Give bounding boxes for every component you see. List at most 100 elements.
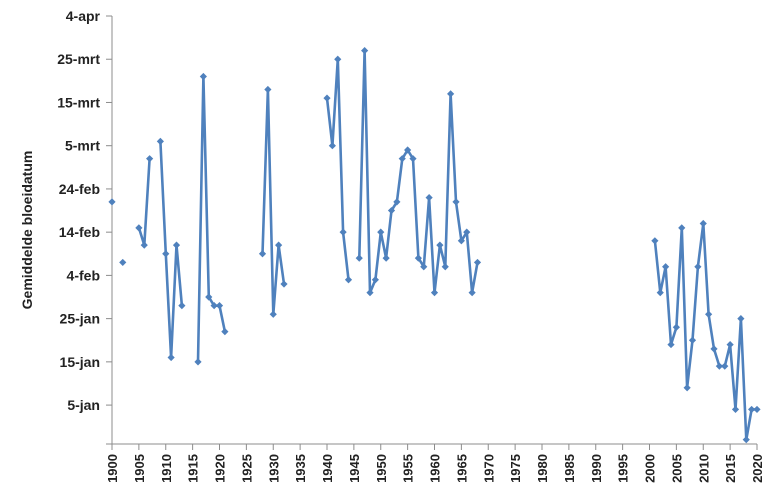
y-axis-tick-labels: 5-jan 15-jan 25-jan 4-feb 14-feb 24-feb 5-mrt 1… xyxy=(57,8,100,413)
data-point xyxy=(393,198,401,206)
data-point xyxy=(457,237,465,245)
data-point xyxy=(382,254,390,262)
x-tick-label: 1935 xyxy=(293,454,308,483)
y-tick-label: 24-feb xyxy=(59,181,100,197)
y-tick-label: 4-feb xyxy=(67,267,100,283)
data-point xyxy=(404,146,412,154)
y-tick-label: 25-jan xyxy=(60,311,100,327)
data-point xyxy=(715,362,723,370)
data-point xyxy=(194,358,202,366)
data-point xyxy=(425,193,433,202)
data-point xyxy=(264,85,272,94)
data-point xyxy=(344,276,353,284)
data-point xyxy=(377,228,385,236)
data-point xyxy=(463,228,471,236)
data-point xyxy=(167,353,175,362)
x-tick-label: 2005 xyxy=(669,454,684,483)
data-point xyxy=(414,254,422,262)
x-tick-label: 1925 xyxy=(239,454,254,483)
data-point xyxy=(699,219,707,228)
data-point xyxy=(387,206,396,215)
y-axis-label: Gemiddelde bloeidatum xyxy=(19,151,35,310)
x-tick-label: 1960 xyxy=(428,454,443,483)
x-tick-label: 1955 xyxy=(401,454,416,483)
series-line xyxy=(137,158,151,247)
y-tick-label: 5-jan xyxy=(67,397,100,413)
data-point xyxy=(468,289,476,297)
data-point xyxy=(280,280,288,288)
data-point xyxy=(275,241,283,249)
data-point xyxy=(447,90,455,98)
data-point xyxy=(323,94,331,102)
data-point xyxy=(210,302,218,310)
data-point xyxy=(748,405,756,414)
data-point xyxy=(371,276,379,284)
data-point xyxy=(355,254,363,262)
x-tick-label: 1980 xyxy=(535,454,550,483)
x-tick-label: 1945 xyxy=(347,454,362,483)
data-point xyxy=(162,250,170,258)
data-point xyxy=(721,362,729,370)
data-point xyxy=(205,293,213,301)
data-point xyxy=(409,155,417,163)
data-point xyxy=(135,224,143,232)
data-point xyxy=(683,384,691,392)
y-tick-label: 15-jan xyxy=(60,354,100,370)
data-point xyxy=(258,250,267,258)
series-line xyxy=(325,57,350,280)
data-point xyxy=(731,405,740,414)
x-tick-label: 1965 xyxy=(454,454,469,483)
data-point xyxy=(108,198,116,206)
x-tick-label: 1940 xyxy=(320,454,335,483)
series-line xyxy=(653,222,757,442)
axes xyxy=(106,15,758,450)
y-tick-label: 4-apr xyxy=(66,8,101,24)
x-tick-label: 1900 xyxy=(105,454,120,483)
data-point xyxy=(662,263,670,271)
data-point xyxy=(672,323,680,331)
data-point xyxy=(710,345,718,353)
data-point xyxy=(726,340,734,349)
data-point xyxy=(694,263,702,271)
data-point xyxy=(328,142,336,150)
series-line xyxy=(261,88,286,316)
data-point xyxy=(172,241,181,249)
data-point xyxy=(339,228,347,236)
x-tick-label: 1995 xyxy=(616,454,631,483)
x-tick-label: 1930 xyxy=(266,454,281,483)
data-point xyxy=(452,198,460,206)
data-point xyxy=(221,327,229,336)
series-line xyxy=(196,75,227,362)
data-point xyxy=(398,155,406,163)
data-point xyxy=(366,289,374,297)
x-tick-label: 1990 xyxy=(589,454,604,483)
data-point xyxy=(361,46,369,55)
x-tick-label: 1905 xyxy=(132,454,147,483)
x-tick-label: 1910 xyxy=(159,454,174,483)
data-point xyxy=(146,155,154,163)
y-tick-label: 14-feb xyxy=(59,224,100,240)
x-tick-label: 1920 xyxy=(213,454,228,483)
data-point xyxy=(753,405,761,414)
data-point xyxy=(742,436,750,444)
series-line xyxy=(159,141,184,359)
y-tick-label: 25-mrt xyxy=(57,51,100,67)
data-point xyxy=(156,137,164,145)
data-point xyxy=(178,302,186,310)
x-tick-label: 1915 xyxy=(186,454,201,483)
data-point xyxy=(473,258,482,267)
data-point xyxy=(737,315,745,323)
data-point xyxy=(119,258,127,267)
data-point xyxy=(199,72,207,81)
data-point xyxy=(269,310,277,318)
data-point xyxy=(420,263,428,271)
data-point xyxy=(667,340,675,349)
x-axis-tick-labels: 1900 1905 1910 1915 1920 1925 1930 1935 1940 1945… xyxy=(105,454,765,483)
x-tick-label: 2000 xyxy=(643,454,658,483)
x-tick-label: 1950 xyxy=(374,454,389,483)
data-point xyxy=(678,224,686,232)
x-tick-label: 1975 xyxy=(508,454,523,483)
x-tick-label: 1970 xyxy=(481,454,496,483)
x-tick-label: 2020 xyxy=(750,454,765,483)
